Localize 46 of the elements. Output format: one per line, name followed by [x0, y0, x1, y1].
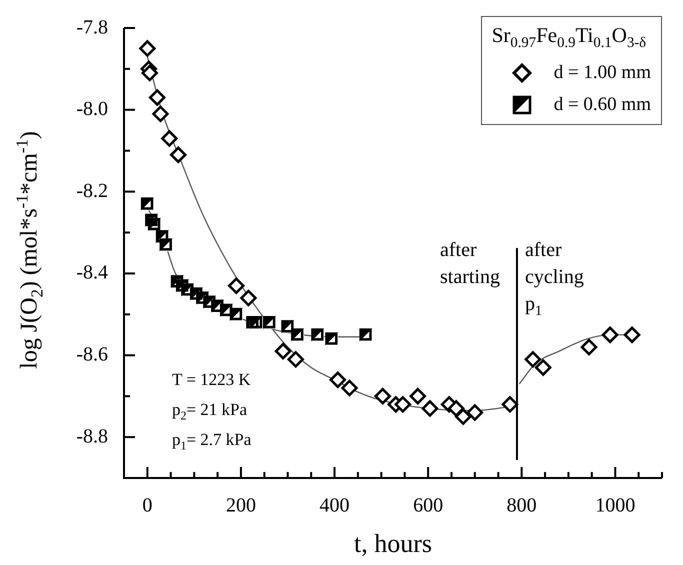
point [624, 326, 640, 344]
point [466, 404, 484, 421]
x-tick-label: 600 [413, 494, 444, 516]
point [287, 351, 304, 368]
point [170, 146, 187, 164]
y-tick-label: -8.4 [76, 262, 108, 284]
x-axis-title: t, hours [354, 529, 432, 558]
point [394, 396, 412, 413]
point [274, 342, 292, 360]
legend-label: d = 0.60 mm [554, 94, 651, 116]
y-tick-label: -8.6 [76, 344, 108, 366]
y-tick-label: -8.2 [76, 180, 108, 202]
point [454, 408, 472, 425]
annotation: p$_{1}$= 2.7 kPa [172, 429, 252, 454]
point [410, 388, 426, 404]
point [374, 388, 391, 404]
point [602, 326, 618, 344]
x-tick-label: 800 [506, 494, 537, 516]
point [152, 106, 169, 122]
annotation: T = 1223 K [172, 369, 251, 391]
point [240, 290, 257, 306]
point [580, 338, 598, 356]
point [141, 64, 158, 82]
x-tick-label: 200 [226, 494, 256, 516]
annotation: p$_{2}$= 21 kPa [172, 399, 248, 424]
y-tick-label: -7.8 [76, 16, 108, 38]
point [139, 40, 156, 57]
annotation: after cycling p$_{1}$ [525, 238, 584, 321]
point [448, 400, 464, 417]
x-tick-label: 1000 [595, 494, 636, 516]
point [534, 359, 552, 376]
point [148, 89, 166, 106]
point [502, 396, 518, 413]
point [228, 277, 245, 294]
legend-label: d = 1.00 mm [554, 62, 651, 84]
point [422, 400, 438, 417]
y-tick-label: -8.0 [76, 98, 108, 120]
point [341, 380, 358, 396]
x-tick-label: 0 [142, 494, 152, 516]
point [524, 351, 542, 368]
point [161, 130, 178, 147]
annotation: after starting [440, 238, 500, 290]
legend-title: Sr$_{0.97}$Fe$_{0.9}$Ti$_{0.1}$O$_{3-δ}$ [492, 23, 648, 52]
x-tick-label: 400 [320, 494, 350, 516]
point [330, 372, 346, 388]
y-tick-label: -8.8 [76, 425, 108, 448]
